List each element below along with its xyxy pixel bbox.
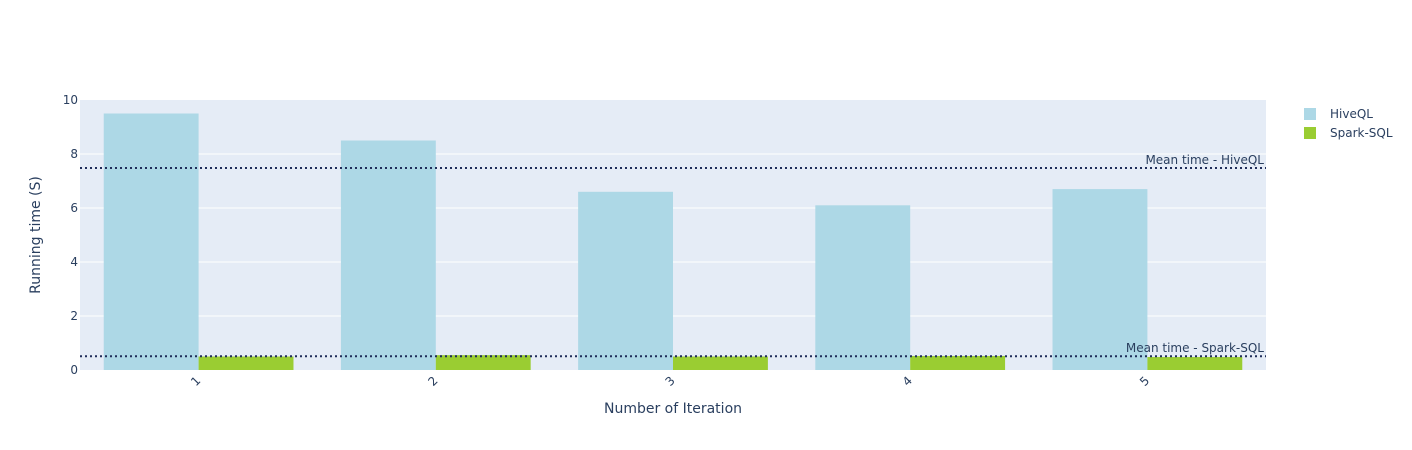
bar-hiveql[interactable] <box>103 113 199 371</box>
legend-item-label: Spark-SQL <box>1330 126 1393 140</box>
legend[interactable]: HiveQL Spark-SQL <box>1304 107 1393 140</box>
x-tick-label: 4 <box>900 374 915 389</box>
legend-item-label: HiveQL <box>1330 107 1373 121</box>
x-axis-title: Number of Iteration <box>604 401 742 417</box>
bar-hiveql[interactable] <box>815 205 911 370</box>
x-tick-label: 3 <box>663 374 678 389</box>
reference-lines: Mean time - HiveQL Mean time - Spark-SQL <box>80 153 1266 358</box>
x-tick-label: 1 <box>188 374 203 389</box>
mean-line-label: Mean time - HiveQL <box>1145 153 1264 167</box>
x-axis-ticks: 1 2 3 4 5 <box>188 374 1152 389</box>
bar-spark-sql[interactable] <box>435 355 531 370</box>
bar-spark-sql[interactable] <box>198 356 294 371</box>
y-tick-label: 0 <box>70 363 78 377</box>
bar-hiveql[interactable] <box>1052 189 1148 370</box>
y-axis-title: Running time (S) <box>28 176 44 294</box>
y-tick-label: 4 <box>70 255 78 269</box>
legend-swatch <box>1304 108 1316 120</box>
y-axis-ticks: 0 2 4 6 8 10 <box>63 93 78 377</box>
mean-line-label: Mean time - Spark-SQL <box>1126 341 1264 355</box>
bar-spark-sql[interactable] <box>910 355 1006 370</box>
legend-swatch <box>1304 127 1316 139</box>
bars-group <box>103 113 1243 371</box>
x-tick-label: 5 <box>1137 374 1152 389</box>
y-tick-label: 6 <box>70 201 78 215</box>
bar-hiveql[interactable] <box>578 191 673 370</box>
x-tick-label: 2 <box>425 374 440 389</box>
y-tick-label: 8 <box>70 147 78 161</box>
bar-spark-sql[interactable] <box>1147 357 1243 370</box>
y-tick-label: 10 <box>63 93 78 107</box>
y-tick-label: 2 <box>70 309 78 323</box>
bar-hiveql[interactable] <box>340 140 436 371</box>
bar-spark-sql[interactable] <box>673 356 768 371</box>
